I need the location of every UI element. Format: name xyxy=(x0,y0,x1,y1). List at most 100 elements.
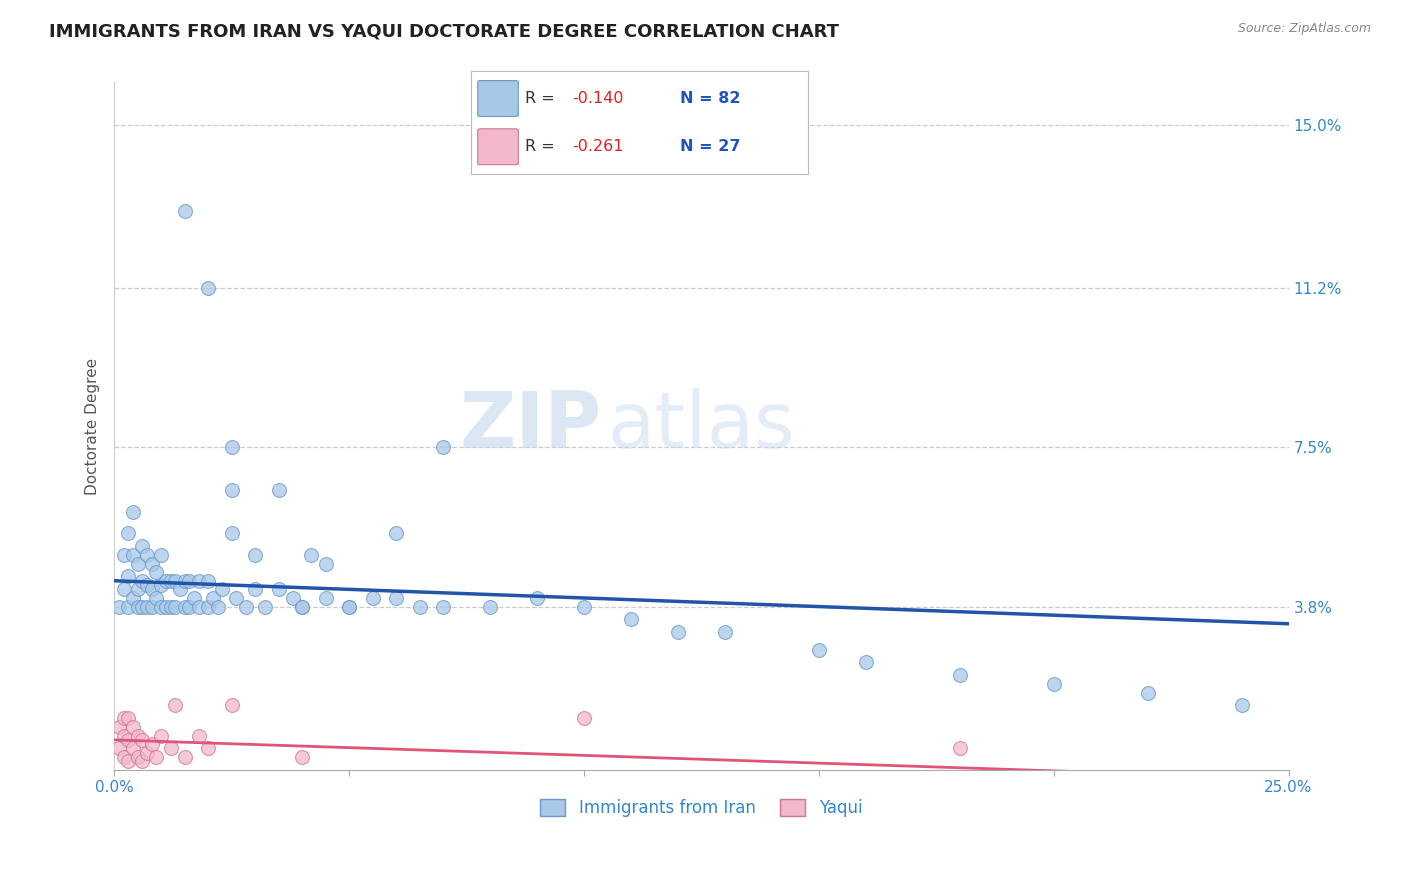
Point xyxy=(291,599,314,614)
Point xyxy=(243,548,266,562)
Point xyxy=(117,526,139,541)
Text: -0.261: -0.261 xyxy=(572,139,624,154)
Point xyxy=(141,599,163,614)
Point xyxy=(117,599,139,614)
Point xyxy=(221,698,243,713)
Point xyxy=(221,526,243,541)
Point xyxy=(117,755,139,769)
Point xyxy=(187,599,209,614)
Point xyxy=(187,729,209,743)
Point xyxy=(385,526,408,541)
Point xyxy=(173,203,195,218)
Point xyxy=(155,599,177,614)
Point xyxy=(949,741,972,756)
Text: IMMIGRANTS FROM IRAN VS YAQUI DOCTORATE DEGREE CORRELATION CHART: IMMIGRANTS FROM IRAN VS YAQUI DOCTORATE … xyxy=(49,22,839,40)
Point xyxy=(267,582,290,597)
Point xyxy=(117,732,139,747)
Point xyxy=(337,599,360,614)
FancyBboxPatch shape xyxy=(478,128,519,165)
Point xyxy=(187,574,209,588)
Point xyxy=(1042,677,1064,691)
Text: N = 82: N = 82 xyxy=(681,91,741,106)
Point xyxy=(122,720,145,734)
Point xyxy=(136,746,159,760)
Text: R =: R = xyxy=(524,139,560,154)
Point xyxy=(108,599,131,614)
Point xyxy=(301,548,323,562)
Point xyxy=(127,729,149,743)
Point xyxy=(112,729,135,743)
Point xyxy=(112,582,135,597)
Point xyxy=(432,599,454,614)
Text: Source: ZipAtlas.com: Source: ZipAtlas.com xyxy=(1237,22,1371,36)
Point xyxy=(179,574,201,588)
Point xyxy=(183,591,205,605)
Point xyxy=(136,578,159,592)
Point xyxy=(235,599,257,614)
Point xyxy=(108,741,131,756)
Point xyxy=(179,599,201,614)
Point xyxy=(408,599,430,614)
Point xyxy=(141,582,163,597)
Point xyxy=(122,548,145,562)
Point xyxy=(127,599,149,614)
Point xyxy=(807,642,830,657)
Point xyxy=(165,574,187,588)
Point xyxy=(131,540,153,554)
Point xyxy=(117,711,139,725)
Point xyxy=(136,548,159,562)
Point xyxy=(197,281,219,295)
Point xyxy=(145,565,167,579)
Point xyxy=(1230,698,1253,713)
Point xyxy=(211,582,233,597)
Point xyxy=(197,599,219,614)
Point xyxy=(385,591,408,605)
Point xyxy=(112,711,135,725)
Point xyxy=(127,557,149,571)
Point xyxy=(315,591,337,605)
Point xyxy=(291,750,314,764)
Point xyxy=(122,591,145,605)
Point xyxy=(141,737,163,751)
Point xyxy=(620,612,643,626)
Point xyxy=(337,599,360,614)
Point xyxy=(131,599,153,614)
Point xyxy=(150,599,173,614)
Point xyxy=(150,548,173,562)
Text: R =: R = xyxy=(524,91,560,106)
Point xyxy=(145,750,167,764)
Point xyxy=(127,582,149,597)
Text: N = 27: N = 27 xyxy=(681,139,741,154)
Point xyxy=(315,557,337,571)
Point xyxy=(173,574,195,588)
Point xyxy=(666,625,689,640)
Point xyxy=(150,578,173,592)
Point xyxy=(122,505,145,519)
Y-axis label: Doctorate Degree: Doctorate Degree xyxy=(86,358,100,494)
Point xyxy=(949,668,972,682)
Point xyxy=(155,574,177,588)
Point xyxy=(159,599,181,614)
Point xyxy=(221,441,243,455)
Point xyxy=(108,720,131,734)
Point xyxy=(225,591,247,605)
Point xyxy=(281,591,304,605)
Point xyxy=(572,711,595,725)
Point xyxy=(131,755,153,769)
Legend: Immigrants from Iran, Yaqui: Immigrants from Iran, Yaqui xyxy=(534,792,869,823)
Point xyxy=(165,599,187,614)
Point xyxy=(112,750,135,764)
Point xyxy=(131,732,153,747)
Point xyxy=(112,548,135,562)
Text: -0.140: -0.140 xyxy=(572,91,624,106)
Point xyxy=(122,741,145,756)
Point xyxy=(173,599,195,614)
Point xyxy=(221,483,243,498)
Point xyxy=(201,591,224,605)
Point xyxy=(855,656,877,670)
Point xyxy=(526,591,548,605)
Point xyxy=(150,729,173,743)
Point xyxy=(267,483,290,498)
Point xyxy=(145,591,167,605)
Point xyxy=(714,625,737,640)
